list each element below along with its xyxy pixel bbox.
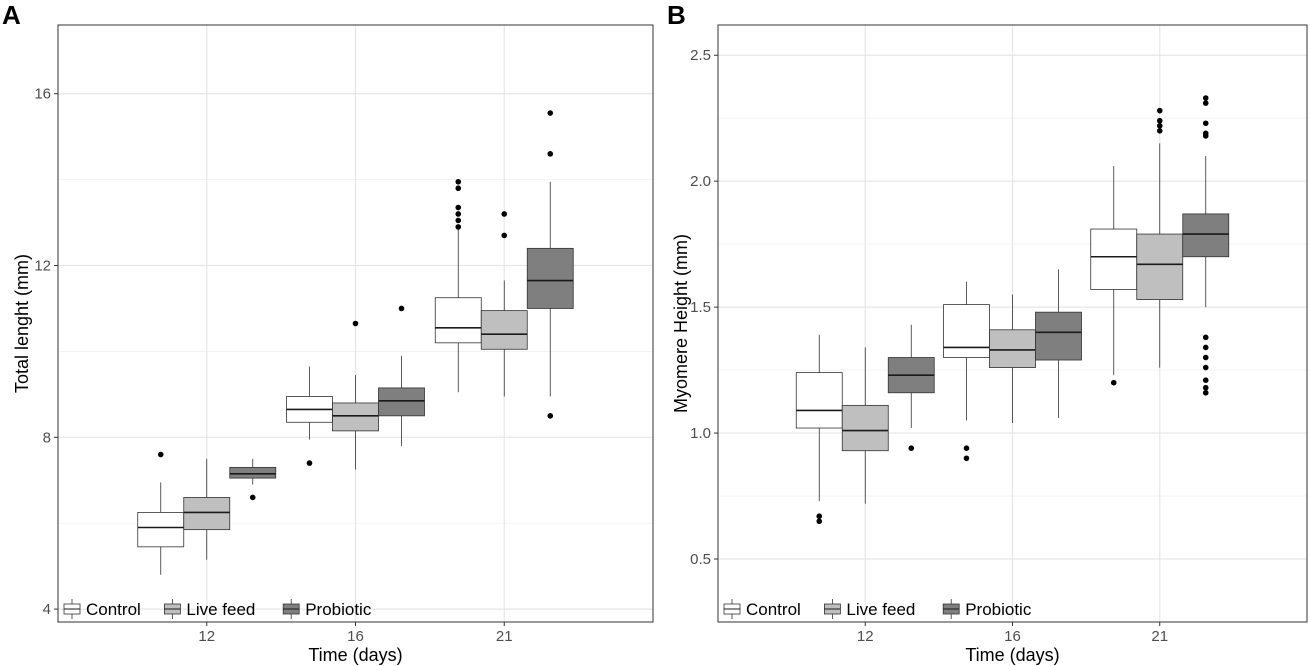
- box: [480, 310, 528, 350]
- outlier-point: [1202, 130, 1209, 137]
- legend-label: Control: [86, 600, 141, 619]
- outlier-point: [398, 305, 405, 312]
- outlier-point: [1110, 379, 1117, 386]
- x-axis-title: Time (days): [965, 645, 1059, 665]
- panel-label: B: [667, 0, 686, 30]
- y-tick-label: 1.5: [690, 299, 711, 316]
- outlier-point: [1202, 100, 1209, 106]
- outlier-point: [963, 445, 970, 451]
- box: [989, 329, 1036, 368]
- outlier-point: [547, 413, 554, 419]
- outlier-point: [306, 460, 313, 466]
- outlier-point: [1202, 334, 1209, 341]
- outlier-point: [1202, 344, 1209, 351]
- outlier-point: [249, 494, 256, 501]
- outlier-point: [501, 232, 508, 239]
- box: [229, 466, 277, 479]
- plot-border: [57, 24, 654, 623]
- y-tick-label: 2.0: [690, 173, 711, 190]
- box: [1035, 311, 1082, 361]
- y-tick-label: 1.0: [690, 425, 711, 442]
- panel-a: 4 8 12 16 12 16 21 Control Live feed Probiotic Tim…: [2, 0, 654, 665]
- outlier-point: [1156, 117, 1163, 124]
- x-tick-label: 21: [1151, 628, 1168, 645]
- x-axis-title: Time (days): [308, 645, 402, 665]
- legend-label: Control: [746, 600, 801, 619]
- y-tick-label: 12: [34, 258, 51, 275]
- outlier-point: [455, 178, 462, 185]
- outlier-point: [547, 110, 554, 116]
- box: [526, 247, 574, 309]
- legend-label: Probiotic: [965, 600, 1032, 619]
- outlier-point: [908, 445, 915, 451]
- box: [332, 402, 379, 432]
- outlier-point: [1202, 384, 1209, 391]
- box: [795, 372, 843, 429]
- legend-label: Live feed: [846, 600, 915, 619]
- box: [1090, 228, 1138, 290]
- outlier-point: [1202, 377, 1209, 383]
- box: [183, 497, 231, 531]
- y-tick-label: 16: [34, 86, 51, 103]
- outlier-point: [1156, 122, 1163, 129]
- outlier-point: [455, 217, 462, 224]
- outlier-point: [157, 451, 164, 458]
- box: [943, 304, 990, 358]
- x-tick-label: 21: [496, 628, 513, 645]
- y-tick-label: 0.5: [690, 551, 711, 568]
- box: [434, 297, 482, 344]
- outlier-point: [1202, 364, 1209, 371]
- box: [378, 387, 425, 417]
- outlier-point: [1156, 107, 1163, 114]
- outlier-point: [816, 518, 823, 525]
- y-axis-title: Total lenght (mm): [12, 254, 32, 393]
- x-tick-label: 16: [1004, 628, 1021, 645]
- outlier-point: [1202, 95, 1209, 101]
- outlier-point: [455, 211, 462, 217]
- outlier-point: [1202, 354, 1209, 361]
- y-tick-label: 4: [43, 601, 51, 618]
- x-tick-label: 12: [198, 628, 215, 645]
- box: [137, 512, 185, 548]
- outlier-point: [1202, 120, 1209, 127]
- outlier-point: [547, 151, 554, 157]
- outlier-point: [455, 204, 462, 211]
- x-tick-label: 16: [347, 628, 364, 645]
- outlier-point: [816, 513, 823, 520]
- outlier-point: [501, 211, 508, 217]
- outlier-point: [455, 224, 462, 230]
- box: [1136, 233, 1184, 300]
- x-tick-label: 12: [857, 628, 874, 645]
- outlier-point: [1202, 389, 1209, 396]
- panel-label: A: [2, 0, 21, 30]
- legend-label: Probiotic: [305, 600, 372, 619]
- y-axis-title: Myomere Height (mm): [671, 234, 691, 413]
- outlier-point: [455, 185, 462, 192]
- outlier-point: [1156, 127, 1163, 134]
- y-tick-label: 8: [43, 429, 51, 446]
- box: [841, 404, 889, 452]
- outlier-point: [352, 320, 359, 327]
- box: [1182, 213, 1230, 258]
- outlier-point: [963, 455, 970, 462]
- legend-label: Live feed: [186, 600, 255, 619]
- panel-b: 0.5 1.0 1.5 2.0 2.5 12 16 21 Control Live feed Pro…: [667, 0, 1308, 665]
- plot-border: [717, 24, 1308, 623]
- y-tick-label: 2.5: [690, 47, 711, 64]
